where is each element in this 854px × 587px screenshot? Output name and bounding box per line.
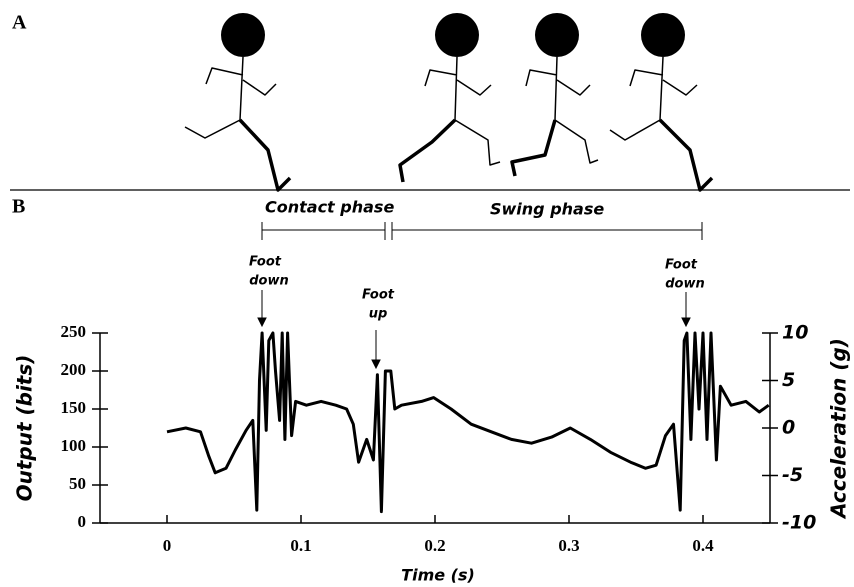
phase-brackets <box>257 222 703 370</box>
x-tick-label: 0.3 <box>558 536 579 555</box>
x-tick-label: 0.2 <box>424 536 445 555</box>
arrow-shaft <box>261 290 687 360</box>
stick-figures <box>10 13 850 192</box>
phase-label: Swing phase <box>490 200 604 219</box>
y2-tick-label: 5 <box>782 369 795 391</box>
y2-tick-label: -10 <box>782 512 816 534</box>
body <box>184 56 277 139</box>
body <box>525 56 599 164</box>
bracket <box>261 222 703 240</box>
leg <box>510 119 557 177</box>
annotation: Foot <box>249 255 282 270</box>
signal-line <box>166 331 770 514</box>
arrow-head <box>257 317 691 370</box>
annotation: down <box>249 274 289 289</box>
x-tick-label: 0 <box>163 536 172 555</box>
y-axis-label: Output (bits) <box>13 355 37 502</box>
x-tick-label: 0.1 <box>290 536 311 555</box>
y2-axis-label: Acceleration (g) <box>827 338 851 520</box>
phase-label: Contact phase <box>265 198 394 217</box>
head <box>435 13 479 57</box>
x-axis-label: Time (s) <box>401 566 475 585</box>
y-tick-label: 100 <box>61 436 87 455</box>
leg <box>238 118 292 192</box>
leg <box>658 118 714 192</box>
y2-tick-label: 0 <box>782 417 795 439</box>
head <box>535 13 579 57</box>
y-tick-label: 250 <box>61 322 87 341</box>
y2-tick-label: -5 <box>782 464 803 486</box>
y-tick-label: 0 <box>78 512 87 531</box>
y-tick-label: 50 <box>69 474 86 493</box>
body <box>609 56 698 141</box>
body <box>424 56 501 166</box>
annotation: Foot <box>362 288 395 303</box>
y-tick-label: 150 <box>61 398 87 417</box>
annotation: Foot <box>665 258 698 273</box>
y2-tick-label: 10 <box>782 322 808 344</box>
x-tick-label: 0.4 <box>692 536 714 555</box>
annotation: down <box>665 277 705 292</box>
panel-label: B <box>12 196 25 218</box>
annotation: up <box>369 307 388 322</box>
head <box>221 13 265 57</box>
leg <box>398 118 457 183</box>
panel-label: A <box>12 12 27 34</box>
head <box>641 13 685 57</box>
y-tick-label: 200 <box>61 360 87 379</box>
